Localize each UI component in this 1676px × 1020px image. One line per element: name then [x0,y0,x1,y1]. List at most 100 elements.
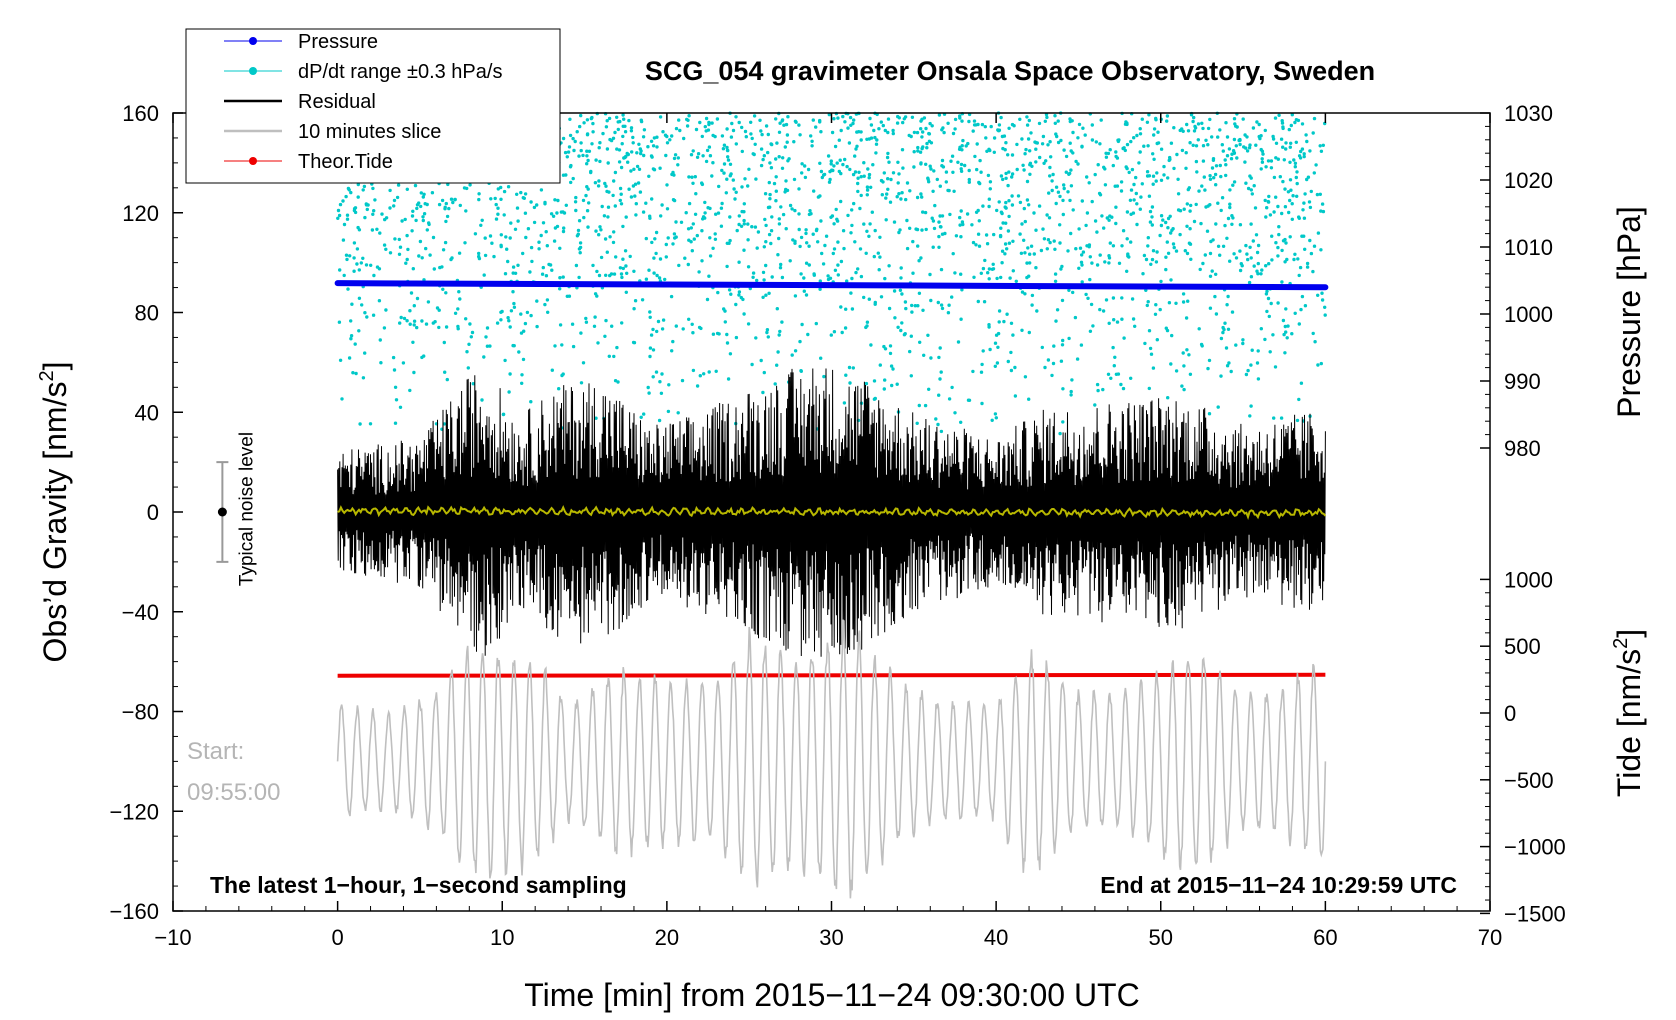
dpdt-point [708,254,713,258]
dpdt-point [1308,205,1313,210]
start-time: 09:55:00 [187,779,280,806]
dpdt-point [1192,129,1197,133]
dpdt-point [780,275,785,280]
dpdt-point [598,225,602,229]
dpdt-point [635,164,640,169]
dpdt-point [737,222,741,227]
dpdt-point [420,256,424,260]
dpdt-point [987,267,992,271]
dpdt-point [1238,268,1243,273]
dpdt-point [775,363,779,367]
dpdt-point [1011,333,1015,337]
dpdt-point [584,193,588,198]
dpdt-point [428,253,432,257]
dpdt-point [604,318,608,323]
dpdt-point [1061,338,1065,343]
dpdt-point [1272,175,1277,180]
dpdt-point [1172,245,1176,250]
dpdt-point [477,192,481,196]
dpdt-point [855,144,859,148]
dpdt-point [589,116,593,121]
dpdt-point [1095,230,1099,234]
dpdt-point [1122,336,1126,340]
dpdt-point [959,209,963,213]
dpdt-point [989,124,993,129]
dpdt-point [925,141,929,146]
dpdt-point [641,210,646,214]
dpdt-point [1168,155,1172,160]
dpdt-point [585,185,589,189]
dpdt-point [1216,405,1220,409]
dpdt-point [715,117,720,121]
dpdt-point [1185,251,1190,256]
dpdt-point [564,173,568,177]
dpdt-point [617,148,622,152]
dpdt-point [1248,143,1252,147]
dpdt-point [574,195,578,200]
dpdt-point [442,340,446,345]
dpdt-point [1134,191,1139,196]
dpdt-point [1225,135,1230,139]
dpdt-point [710,121,714,125]
dpdt-point [604,273,608,277]
dpdt-point [845,164,849,169]
dpdt-point [746,322,751,326]
dpdt-point [1140,117,1145,121]
dpdt-point [786,115,790,119]
dpdt-point [1302,201,1306,205]
dpdt-point [1152,133,1156,137]
dpdt-point [921,130,925,134]
dpdt-point [828,169,832,174]
dpdt-point [1223,223,1227,228]
dpdt-point [1228,259,1232,263]
dpdt-point [719,224,724,228]
dpdt-point [630,150,634,154]
dpdt-point [581,153,585,158]
dpdt-point [774,157,778,161]
dpdt-point [1099,118,1103,122]
dpdt-point [433,320,437,324]
dpdt-point [721,147,726,151]
dpdt-point [873,228,877,233]
dpdt-point [1064,154,1069,159]
dpdt-point [357,296,362,300]
dpdt-point [836,263,840,267]
dpdt-point [1203,188,1207,192]
dpdt-point [483,236,487,240]
dpdt-point [742,222,746,226]
dpdt-point [561,210,565,214]
left-y-tick-label: −160 [109,899,159,924]
dpdt-point [494,217,499,221]
dpdt-point [1019,251,1024,255]
dpdt-point [911,271,915,275]
dpdt-point [818,287,822,291]
dpdt-point [553,226,558,230]
dpdt-point [1218,163,1223,168]
dpdt-point [1234,144,1239,148]
dpdt-point [869,136,874,140]
dpdt-point [1028,149,1032,153]
dpdt-point [1147,174,1152,178]
dpdt-point [671,242,675,246]
dpdt-point [782,123,786,127]
dpdt-point [1138,207,1143,211]
dpdt-point [615,115,619,120]
dpdt-point [1234,343,1238,347]
dpdt-point [359,261,363,265]
dpdt-point [682,136,686,141]
dpdt-point [865,188,870,192]
dpdt-point [728,174,732,178]
dpdt-point [1279,137,1284,141]
dpdt-point [829,159,833,163]
dpdt-point [976,299,980,304]
dpdt-point [866,167,870,171]
dpdt-point [1111,296,1116,300]
dpdt-point [382,326,387,330]
dpdt-point [1241,341,1245,346]
dpdt-point [1060,343,1065,347]
dpdt-point [519,312,523,316]
dpdt-point [716,290,720,295]
dpdt-point [765,330,769,335]
dpdt-point [1120,317,1124,321]
dpdt-point [1098,142,1102,146]
